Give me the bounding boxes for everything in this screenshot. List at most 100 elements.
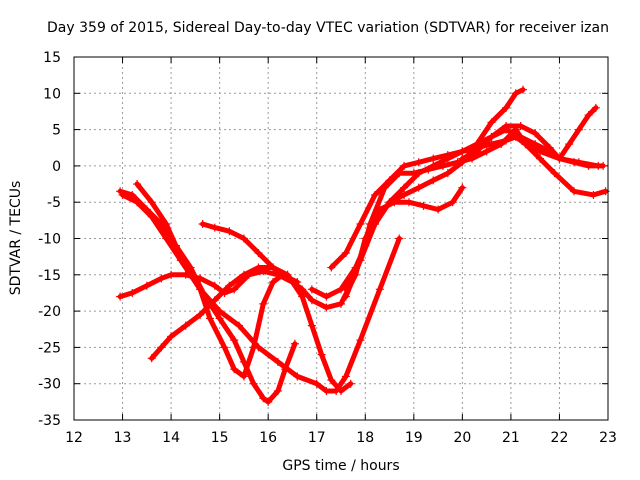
data-point	[502, 103, 511, 112]
data-point	[414, 183, 423, 192]
data-point	[414, 158, 423, 167]
data-point	[385, 198, 394, 207]
data-point	[497, 140, 506, 149]
data-point	[400, 161, 409, 170]
data-point	[181, 321, 190, 330]
data-point	[570, 187, 579, 196]
data-point	[322, 292, 331, 301]
data-point	[230, 336, 239, 345]
data-point	[215, 314, 224, 323]
data-point	[239, 270, 248, 279]
y-tick-label: 5	[52, 123, 61, 139]
data-point	[215, 307, 224, 316]
data-point	[443, 154, 452, 163]
data-point	[167, 332, 176, 341]
data-point	[370, 190, 379, 199]
x-tick-label: 15	[211, 430, 229, 446]
data-point	[283, 274, 292, 283]
data-point	[434, 205, 443, 214]
x-tick-label: 19	[405, 430, 423, 446]
data-point	[259, 299, 268, 308]
data-point	[118, 190, 127, 199]
data-point	[400, 190, 409, 199]
data-point	[157, 343, 166, 352]
series-track-10	[341, 103, 600, 301]
data-point	[225, 227, 234, 236]
x-tick-label: 20	[453, 430, 471, 446]
x-tick-labels: 12 13 14 15 16 17 18 19 20 21 22 23	[65, 430, 617, 446]
data-point	[312, 379, 321, 388]
y-tick-label: -5	[47, 195, 61, 211]
data-point	[332, 386, 341, 395]
data-point	[239, 372, 248, 381]
data-point	[502, 121, 511, 130]
data-point	[128, 288, 137, 297]
data-point	[327, 376, 336, 385]
grid	[74, 57, 608, 420]
data-point	[273, 386, 282, 395]
data-point	[162, 219, 171, 228]
data-point	[531, 129, 540, 138]
data-point	[205, 314, 214, 323]
data-point	[380, 183, 389, 192]
data-point	[589, 190, 598, 199]
data-point	[545, 143, 554, 152]
data-point	[356, 256, 365, 265]
data-point	[198, 219, 207, 228]
data-point	[565, 140, 574, 149]
data-point	[210, 281, 219, 290]
series-line	[343, 105, 599, 300]
data-point	[230, 285, 239, 294]
data-point	[147, 212, 156, 221]
data-point	[254, 249, 263, 258]
data-point	[341, 292, 350, 301]
data-point	[346, 379, 355, 388]
data-point	[293, 372, 302, 381]
data-point	[370, 219, 379, 228]
data-point	[322, 386, 331, 395]
data-point	[429, 176, 438, 185]
x-tick-label: 22	[551, 430, 569, 446]
data-point	[176, 256, 185, 265]
data-point	[220, 343, 229, 352]
data-point	[307, 296, 316, 305]
data-point	[574, 125, 583, 134]
data-point	[516, 121, 525, 130]
data-point	[584, 161, 593, 170]
data-point	[443, 169, 452, 178]
data-point	[400, 183, 409, 192]
x-tick-label: 16	[259, 430, 277, 446]
series-line	[117, 268, 295, 300]
x-tick-label: 13	[114, 430, 132, 446]
data-point	[511, 89, 520, 98]
data-point	[133, 198, 142, 207]
data-point	[419, 201, 428, 210]
x-tick-label: 12	[65, 430, 83, 446]
data-point	[337, 299, 345, 308]
data-point	[555, 154, 564, 163]
x-tick-label: 18	[356, 430, 374, 446]
data-point	[458, 147, 467, 156]
data-point	[254, 343, 263, 352]
data-point	[167, 270, 176, 279]
data-point	[298, 285, 307, 294]
data-point	[429, 161, 438, 170]
data-point	[356, 219, 365, 228]
series-track-9	[307, 85, 528, 301]
data-point	[225, 281, 234, 290]
data-point	[147, 198, 156, 207]
y-tick-label: -35	[38, 413, 61, 429]
data-point	[570, 158, 579, 167]
data-point	[487, 132, 496, 141]
data-point	[356, 336, 365, 345]
data-point	[235, 321, 244, 330]
x-axis-label: GPS time / hours	[282, 458, 399, 474]
series-line	[200, 185, 465, 310]
y-axis-label: SDTVAR / TECUs	[8, 181, 24, 296]
data-point	[375, 285, 384, 294]
data-point	[249, 379, 258, 388]
data-point	[254, 263, 263, 272]
data-point	[147, 354, 156, 363]
x-tick-label: 21	[502, 430, 520, 446]
